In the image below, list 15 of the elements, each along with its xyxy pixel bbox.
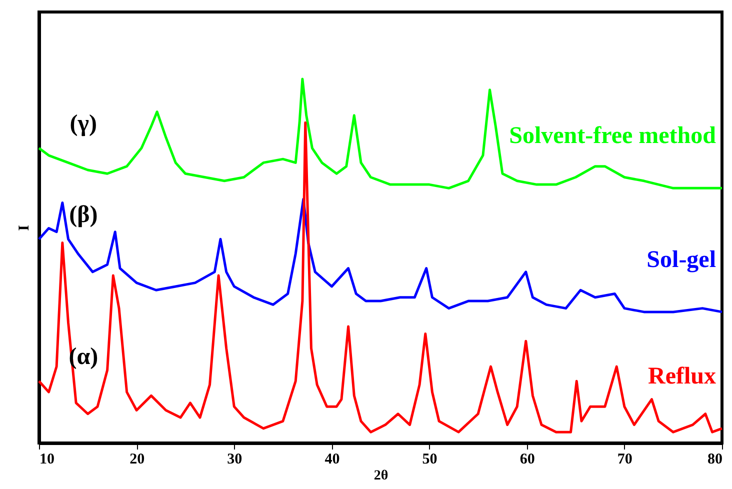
x-tick-label: 50	[422, 452, 438, 468]
x-tick-label: 60	[520, 452, 535, 468]
x-tick-label: 70	[617, 452, 632, 468]
x-tick-label: 40	[324, 452, 340, 468]
annotation: (γ)	[70, 111, 98, 138]
x-axis-title: 2θ	[374, 468, 388, 484]
series-label: Sol-gel	[646, 246, 716, 273]
series-label: Solvent-free method	[509, 123, 717, 150]
x-tick-label: 80	[708, 452, 722, 468]
y-axis-title: I	[16, 224, 32, 231]
x-tick-label: 30	[227, 452, 242, 468]
x-tick-label: 20	[130, 452, 145, 468]
annotation: (β)	[69, 202, 98, 228]
series-label: Reflux	[648, 363, 716, 390]
x-tick-label: 10	[40, 452, 54, 468]
